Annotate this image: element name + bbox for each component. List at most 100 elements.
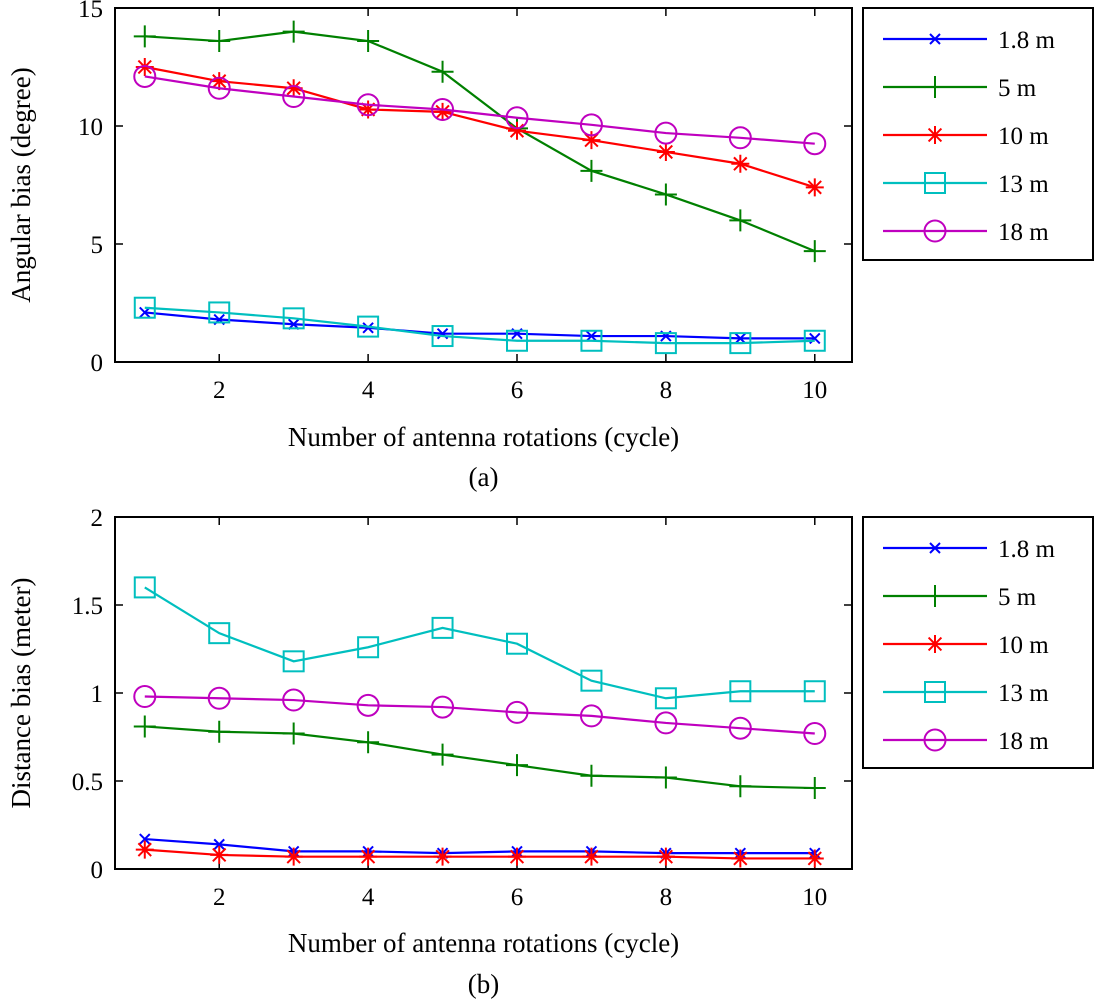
data-point [505,106,529,130]
legend-marker [923,219,947,243]
legend-item: 1.8 m [883,27,1056,54]
data-point [654,332,677,355]
data-point [580,329,603,352]
x-axis-label: Number of antenna rotations (cycle) [288,422,679,452]
legend-item: 13 m [883,171,1049,198]
data-point [284,79,303,98]
data-point [803,132,827,156]
data-point [357,636,380,659]
chart-panel-b: 2 4 6 8 10 0 0.5 1 1.5 2 Number of antenna rotatio… [6,505,1094,999]
data-point [508,121,526,140]
legend-marker [924,681,946,703]
data-point [729,775,752,798]
data-point [805,849,824,868]
data-point [803,777,826,800]
data-point [431,695,455,719]
plot-area [114,516,853,870]
y-tick-label: 0 [91,350,104,377]
y-tick-label: 0.5 [72,769,103,796]
data-point [585,330,598,342]
legend-label: 13 m [998,680,1049,707]
data-point [356,693,380,717]
y-tick-label: 1.5 [72,593,103,620]
data-point [207,686,231,710]
data-point [139,833,151,845]
data-point [431,743,454,766]
series-line [144,65,816,189]
x-tick-label: 6 [511,884,524,911]
y-tick-label: 0 [91,857,104,884]
data-point [729,332,752,355]
data-point [729,209,752,232]
data-point [654,711,678,735]
series-line [144,837,815,855]
data-point [208,30,231,53]
y-tick-label: 5 [91,232,104,259]
legend-item: 1.8 m [883,536,1056,563]
data-point [282,85,306,108]
data-point [506,329,528,352]
data-point [135,58,154,76]
legend-label: 13 m [998,171,1049,198]
x-tick-label: 10 [802,884,827,911]
x-tick-label: 4 [362,884,375,911]
data-point [357,30,380,53]
data-point [433,102,452,121]
legend: 1.8 m 5 m 10 m 13 m 18 m [862,7,1094,261]
data-point [654,183,677,206]
x-tick-label: 8 [660,884,673,911]
y-tick-label: 15 [78,0,103,23]
data-point [582,847,601,866]
data-point [731,154,750,173]
x-tick-label: 6 [511,377,524,404]
data-point [282,688,306,712]
data-point [579,704,603,728]
x-tick-label: 10 [802,377,827,404]
legend-label: 5 m [998,584,1037,611]
x-tick-label: 2 [213,884,226,911]
legend-item: 18 m [883,728,1049,755]
data-point [582,131,601,150]
data-point [431,325,454,348]
data-point [580,669,603,692]
data-point [431,60,454,83]
data-point [654,121,678,145]
x-tick-label: 4 [362,377,375,404]
legend-marker [924,76,946,98]
legend-label: 18 m [998,728,1049,755]
data-point [506,754,528,777]
data-point [505,700,529,724]
legend-item: 13 m [883,680,1049,707]
data-point [431,616,454,639]
data-point [210,72,229,91]
y-axis-label: Distance bias (meter) [6,578,36,809]
series-13m [133,296,826,355]
data-point [282,650,305,673]
data-point [210,845,229,864]
series-10m [135,58,824,197]
panel-caption: (b) [468,969,499,999]
legend-label: 18 m [998,219,1049,246]
chart-panel-a: 2 4 6 8 10 0 5 10 15 Number of antenna rotations … [6,0,1094,492]
legend-label: 5 m [998,75,1037,102]
legend: 1.8 m 5 m 10 m 13 m 18 m [862,516,1094,769]
legend-label: 1.8 m [998,27,1056,54]
legend-label: 10 m [998,632,1049,659]
series-18m [133,685,827,745]
data-point [803,680,826,703]
legend-marker [924,585,946,607]
data-point [284,847,303,866]
series-line [144,725,815,790]
data-point [803,329,826,352]
data-point [133,576,156,599]
data-point [207,76,231,100]
data-point [133,25,156,48]
legend-item: 18 m [883,219,1049,246]
series-10m [135,840,824,868]
data-point [208,720,231,743]
data-point [362,322,374,334]
data-point [139,306,151,319]
data-point [282,20,305,43]
y-tick-label: 2 [91,505,104,532]
